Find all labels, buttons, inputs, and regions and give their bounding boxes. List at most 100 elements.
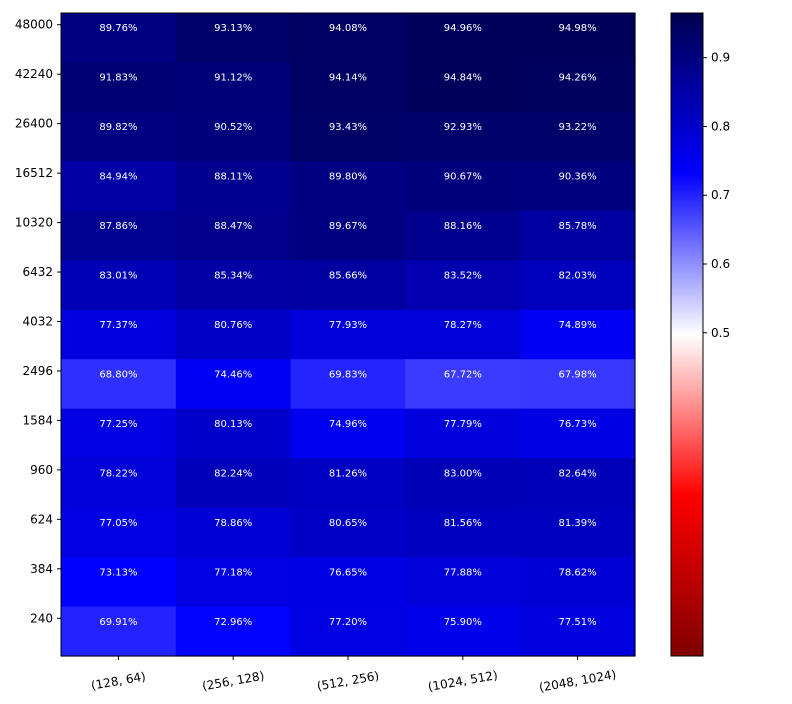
heatmap-cell — [405, 13, 521, 64]
heatmap-cell — [175, 111, 292, 162]
y-tick-label: 240 — [30, 611, 53, 625]
y-tick-label: 384 — [30, 562, 53, 576]
cell-value-label: 85.78% — [559, 221, 597, 232]
x-tick-label: (256, 128) — [201, 669, 265, 694]
heatmap-cell — [61, 359, 177, 410]
heatmap-cell — [520, 260, 636, 311]
cell-value-label: 85.34% — [214, 271, 252, 282]
heatmap-cell — [290, 260, 406, 311]
colorbar: 0.5 0.6 0.7 0.8 0.9 — [670, 12, 730, 657]
cell-value-label: 83.52% — [444, 271, 482, 282]
x-tick-label: (2048, 1024) — [538, 667, 617, 694]
heatmap-cell — [405, 458, 521, 509]
y-tick-label: 2496 — [22, 364, 53, 378]
colorbar-tick-label: 0.9 — [711, 51, 730, 65]
heatmap-cell — [290, 557, 406, 608]
cell-value-label: 69.91% — [99, 617, 137, 628]
cell-value-label: 88.11% — [214, 172, 252, 183]
heatmap-cell — [520, 606, 636, 657]
heatmap-cell — [520, 359, 636, 410]
heatmap-cell — [175, 309, 292, 360]
heatmap-cell — [61, 161, 177, 212]
heatmap-cell — [61, 458, 177, 509]
cell-value-label: 72.96% — [214, 617, 252, 628]
heatmap-cell — [175, 13, 292, 64]
heatmap-cell — [520, 408, 636, 459]
y-tick-label: 42240 — [15, 67, 53, 81]
cell-value-label: 77.79% — [444, 419, 482, 430]
heatmap-cell — [290, 606, 406, 657]
cell-value-label: 82.03% — [559, 271, 597, 282]
colorbar-ticks: 0.5 0.6 0.7 0.8 0.9 — [703, 51, 730, 340]
y-axis: 48000 42240 26400 16512 10320 6432 4032 2496 158… — [15, 18, 61, 625]
cell-value-label: 75.90% — [444, 617, 482, 628]
cell-value-label: 81.39% — [559, 518, 597, 529]
heatmap-cell — [405, 161, 521, 212]
heatmap-cell — [290, 13, 406, 64]
cell-value-label: 89.80% — [329, 172, 367, 183]
y-tick-label: 6432 — [22, 265, 53, 279]
cell-value-label: 77.18% — [214, 567, 252, 578]
heatmap-cell — [61, 606, 177, 657]
cell-value-label: 77.37% — [99, 320, 137, 331]
cell-value-label: 94.96% — [444, 23, 482, 34]
heatmap-cell — [175, 557, 292, 608]
y-tick-label: 960 — [30, 463, 53, 477]
cell-value-label: 67.98% — [559, 369, 597, 380]
heatmap-cell — [520, 111, 636, 162]
cell-value-label: 89.67% — [329, 221, 367, 232]
cell-value-label: 83.01% — [99, 271, 137, 282]
heatmap-cell — [520, 309, 636, 360]
heatmap-cell — [405, 507, 521, 558]
heatmap-cell — [405, 260, 521, 311]
cell-value-label: 94.98% — [559, 23, 597, 34]
heatmap-cell — [290, 309, 406, 360]
y-tick-label: 26400 — [15, 117, 53, 131]
cell-value-label: 81.56% — [444, 518, 482, 529]
colorbar-tick-label: 0.5 — [711, 326, 730, 340]
cell-value-label: 77.51% — [559, 617, 597, 628]
y-tick-label: 4032 — [22, 315, 53, 329]
x-axis: (128, 64) (256, 128) (512, 256) (1024, 512)… — [90, 656, 617, 695]
heatmap-cell — [290, 62, 406, 113]
heatmap-cell — [175, 606, 292, 657]
colorbar-tick-label: 0.6 — [711, 257, 730, 271]
heatmap-cell — [405, 62, 521, 113]
cell-value-label: 69.83% — [329, 369, 367, 380]
cell-value-label: 90.67% — [444, 172, 482, 183]
heatmap-cell — [405, 309, 521, 360]
cell-value-label: 89.76% — [99, 23, 137, 34]
y-tick-label: 1584 — [22, 413, 53, 427]
cell-value-label: 76.73% — [559, 419, 597, 430]
heatmap-cell-labels: 89.76% 93.13% 94.08% 94.96% 94.98% 91.83% 91.1… — [99, 23, 596, 628]
cell-value-label: 73.13% — [99, 567, 137, 578]
heatmap-cell — [61, 111, 177, 162]
heatmap-cell — [61, 210, 177, 261]
heatmap-cell — [175, 458, 292, 509]
cell-value-label: 93.22% — [559, 122, 597, 133]
heatmap-cell — [175, 161, 292, 212]
heatmap-cell — [175, 359, 292, 410]
colorbar-gradient — [670, 12, 704, 657]
heatmap-cell — [290, 161, 406, 212]
cell-value-label: 93.13% — [214, 23, 252, 34]
heatmap-cell — [405, 408, 521, 459]
cell-value-label: 80.76% — [214, 320, 252, 331]
heatmap-cell — [520, 210, 636, 261]
y-tick-label: 624 — [30, 512, 53, 526]
cell-value-label: 92.93% — [444, 122, 482, 133]
heatmap-cell — [61, 408, 177, 459]
heatmap-cell — [175, 408, 292, 459]
cell-value-label: 74.89% — [559, 320, 597, 331]
cell-value-label: 77.93% — [329, 320, 367, 331]
cell-value-label: 94.84% — [444, 73, 482, 84]
cell-value-label: 78.27% — [444, 320, 482, 331]
heatmap-cell — [520, 62, 636, 113]
heatmap-cell — [405, 557, 521, 608]
cell-value-label: 74.96% — [329, 419, 367, 430]
heatmap-cell — [175, 260, 292, 311]
cell-value-label: 90.36% — [559, 172, 597, 183]
y-tick-label: 10320 — [15, 216, 53, 230]
heatmap-cell — [61, 557, 177, 608]
